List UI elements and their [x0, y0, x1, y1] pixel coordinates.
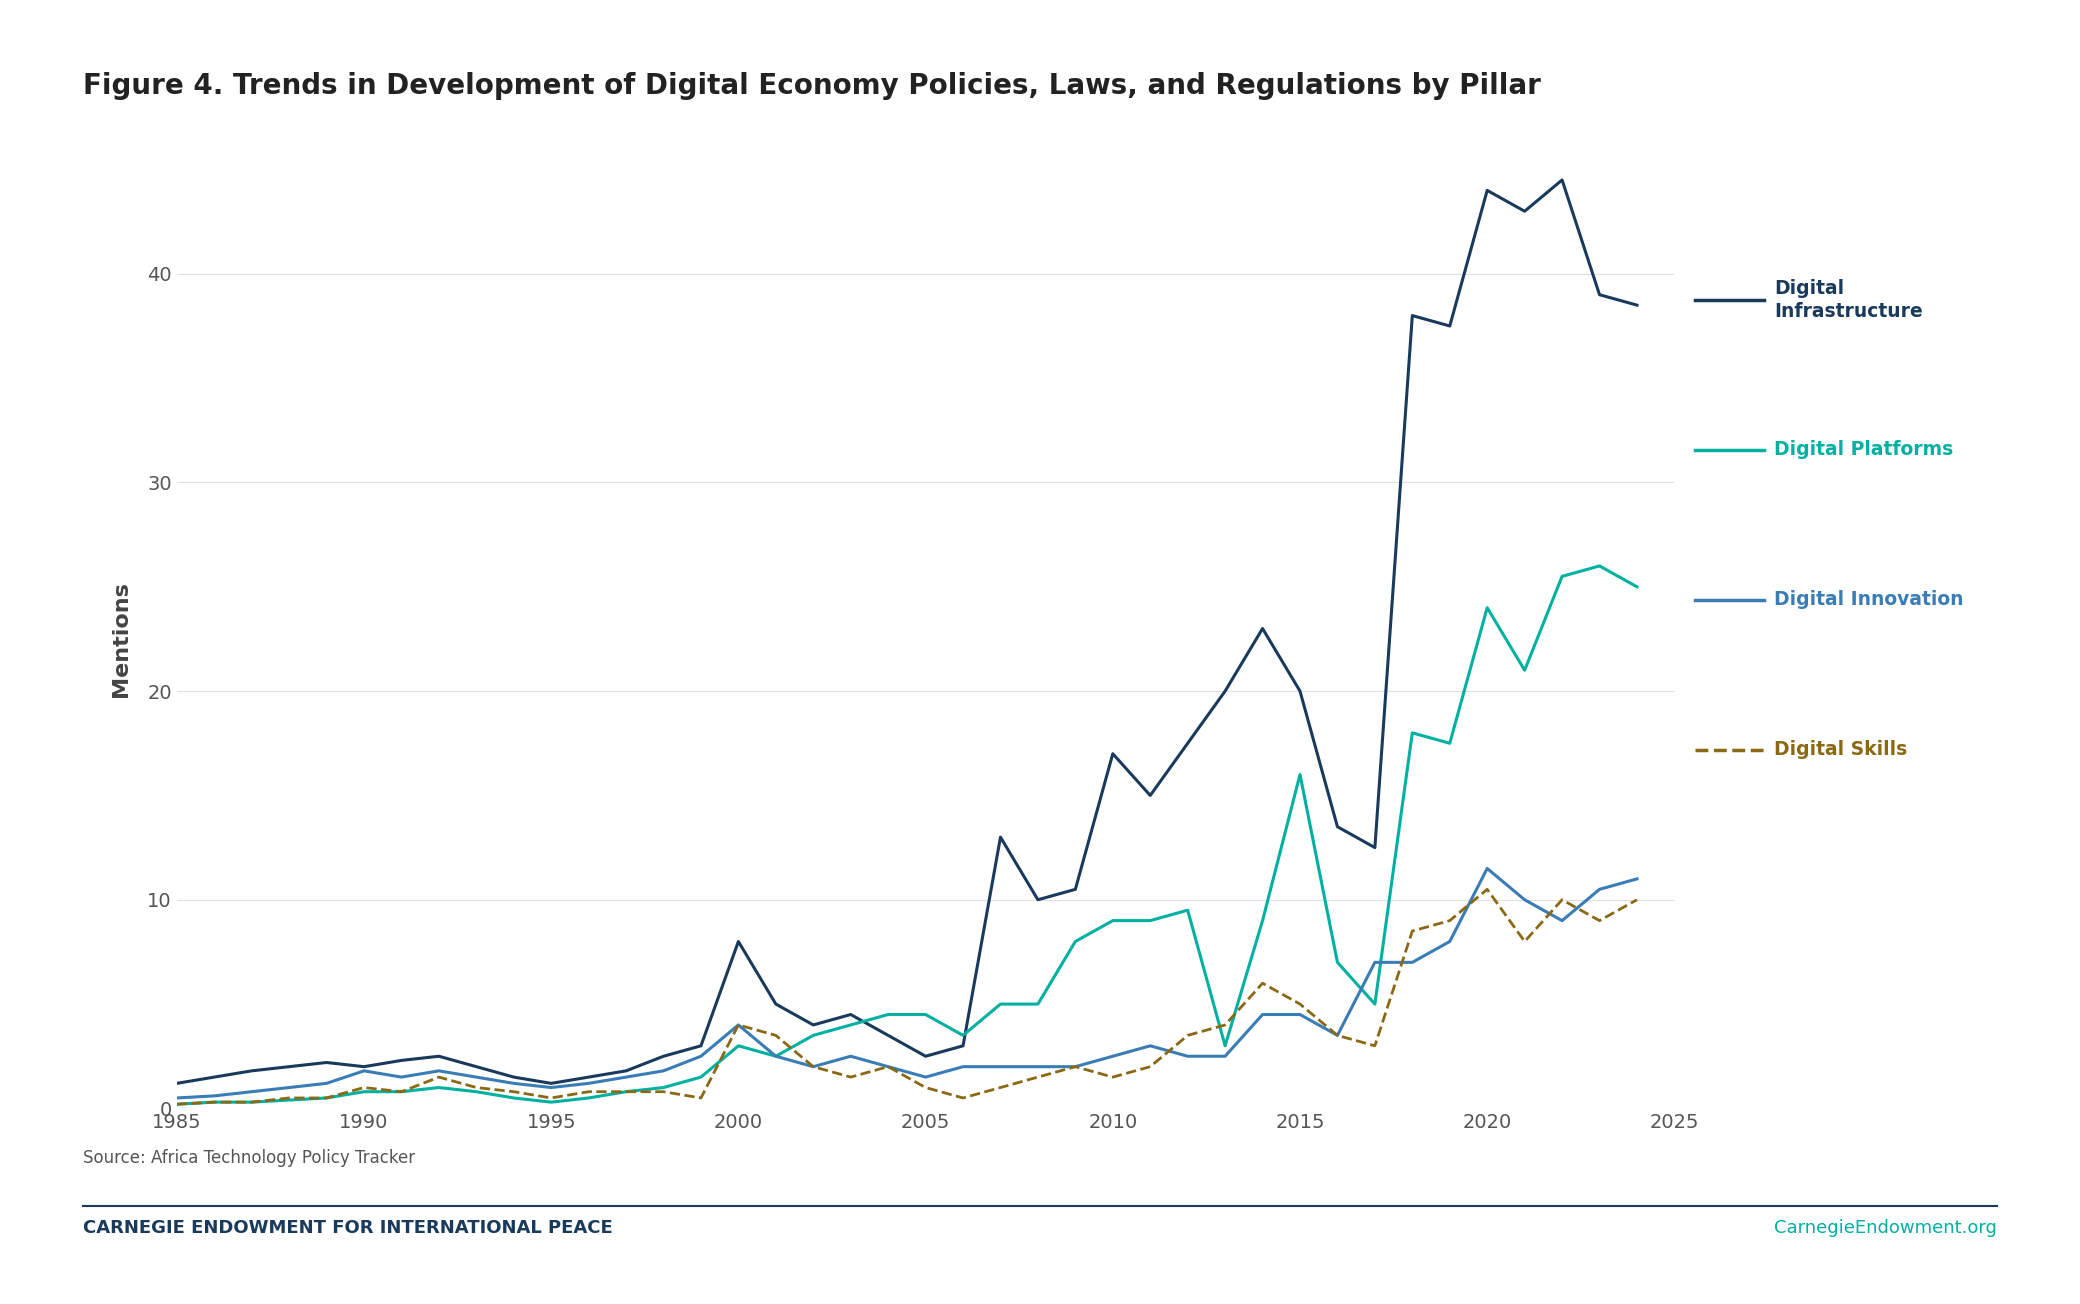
Text: Digital
Infrastructure: Digital Infrastructure	[1774, 279, 1924, 321]
Text: Digital Skills: Digital Skills	[1774, 741, 1907, 759]
Text: CarnegieEndowment.org: CarnegieEndowment.org	[1774, 1219, 1997, 1237]
Y-axis label: Mentions: Mentions	[110, 582, 131, 696]
Text: Source: Africa Technology Policy Tracker: Source: Africa Technology Policy Tracker	[83, 1149, 416, 1167]
Text: Digital Platforms: Digital Platforms	[1774, 441, 1953, 459]
Text: Figure 4. Trends in Development of Digital Economy Policies, Laws, and Regulatio: Figure 4. Trends in Development of Digit…	[83, 72, 1541, 99]
Text: CARNEGIE ENDOWMENT FOR INTERNATIONAL PEACE: CARNEGIE ENDOWMENT FOR INTERNATIONAL PEA…	[83, 1219, 614, 1237]
Text: Digital Innovation: Digital Innovation	[1774, 591, 1964, 609]
